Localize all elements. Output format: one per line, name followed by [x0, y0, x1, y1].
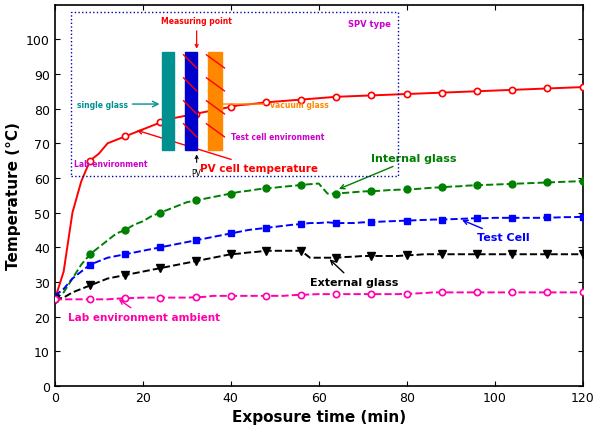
Text: Test Cell: Test Cell	[463, 221, 530, 243]
Text: Internal glass: Internal glass	[340, 153, 457, 189]
Text: External glass: External glass	[310, 261, 398, 288]
X-axis label: Exposure time (min): Exposure time (min)	[232, 409, 406, 424]
Text: PV cell temperature: PV cell temperature	[138, 131, 318, 174]
Text: Lab environment ambient: Lab environment ambient	[68, 301, 220, 322]
Y-axis label: Temperature (°C): Temperature (°C)	[5, 122, 20, 270]
